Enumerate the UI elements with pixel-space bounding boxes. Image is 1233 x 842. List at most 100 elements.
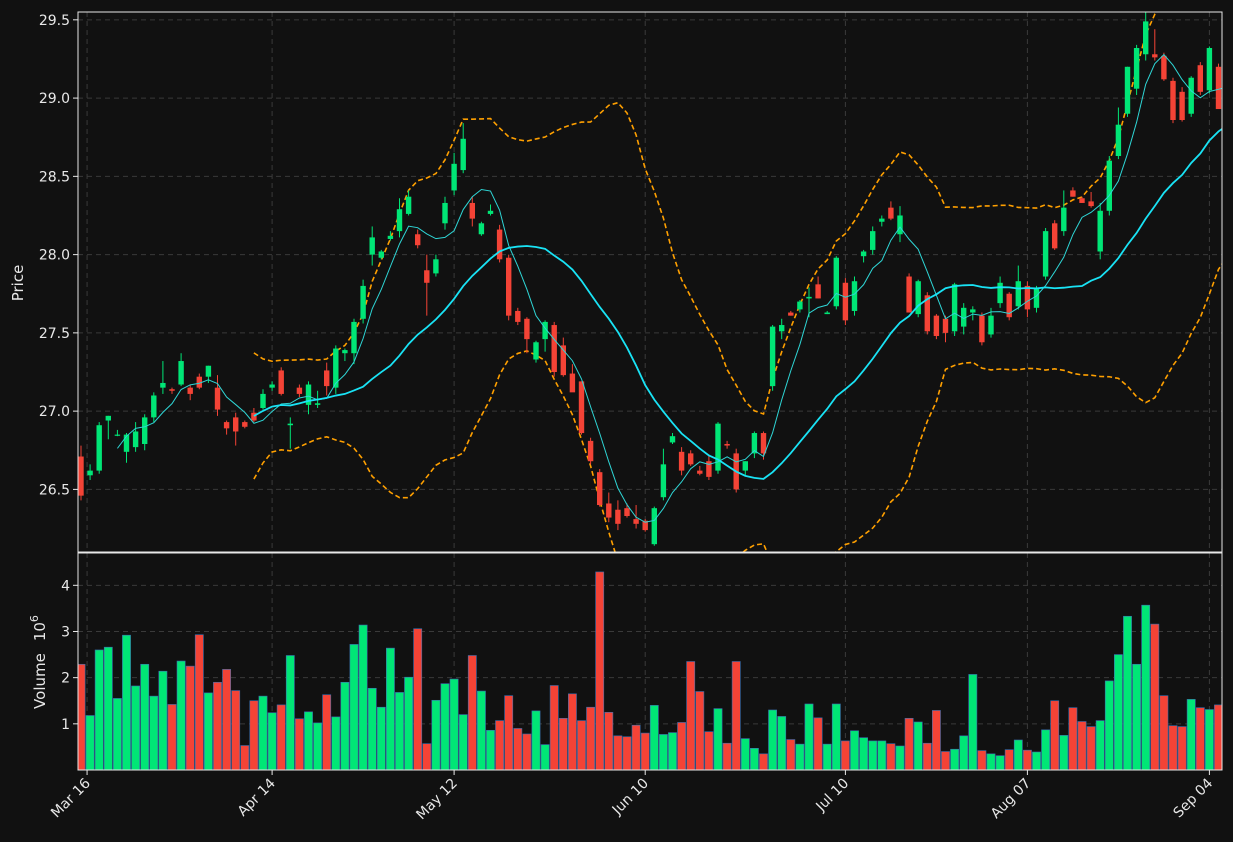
- candle: [496, 224, 503, 263]
- candle: [851, 276, 858, 316]
- volume-bar: [1114, 654, 1123, 770]
- candle: [378, 249, 384, 260]
- candle-body: [533, 342, 539, 360]
- candle-body: [860, 251, 867, 257]
- volume-bar: [113, 698, 122, 770]
- candle: [1124, 66, 1131, 117]
- candle-body: [1179, 91, 1185, 120]
- volume-bar: [267, 712, 277, 770]
- volume-bar: [686, 661, 696, 770]
- candle-body: [1088, 201, 1094, 207]
- volume-bar: [449, 678, 459, 770]
- candle: [433, 254, 439, 277]
- candle-body: [105, 415, 111, 421]
- volume-axes-frame: [77, 552, 1223, 771]
- volume-bar: [1086, 726, 1096, 770]
- candle-body: [1079, 198, 1085, 203]
- volume-bar: [376, 706, 386, 770]
- volume-bar: [759, 753, 768, 770]
- candle-body: [187, 387, 193, 394]
- volume-bar: [950, 748, 959, 770]
- candle-body: [487, 210, 494, 214]
- volume-bar: [85, 715, 95, 770]
- volume-bar: [677, 722, 686, 770]
- volume-bar: [922, 742, 932, 770]
- candle-body: [1070, 190, 1076, 197]
- volume-bar: [913, 721, 923, 770]
- candle-body: [242, 422, 248, 427]
- candle: [1215, 63, 1222, 110]
- candle-body: [178, 361, 184, 385]
- candle-body: [360, 285, 366, 319]
- candle: [1088, 192, 1094, 208]
- candle-body: [269, 384, 275, 388]
- volume-bar: [804, 703, 814, 770]
- candle-body: [779, 325, 785, 332]
- candle: [642, 519, 648, 532]
- price-tick-label: 29.5: [39, 13, 70, 29]
- volume-bar: [549, 685, 559, 770]
- volume-bar: [1214, 704, 1222, 770]
- candle-body: [1152, 54, 1158, 58]
- candle-body: [1024, 285, 1031, 310]
- candle: [651, 506, 657, 546]
- candle: [824, 310, 830, 315]
- candle: [260, 389, 266, 410]
- candle-body: [1106, 160, 1112, 211]
- volume-bar: [231, 690, 241, 770]
- candle: [369, 226, 375, 266]
- candle-body: [870, 231, 876, 250]
- candle-body: [142, 417, 148, 444]
- candle-body: [569, 373, 576, 393]
- volume-tick-label: 3: [61, 624, 70, 640]
- candle: [560, 337, 566, 377]
- volume-bar: [1132, 663, 1141, 770]
- candle: [1042, 228, 1049, 280]
- candle: [242, 420, 248, 429]
- volume-bar: [558, 717, 568, 770]
- candle-body: [1006, 293, 1012, 318]
- volume-bar: [740, 738, 750, 770]
- candle: [578, 381, 585, 435]
- volume-tick-label: 4: [61, 578, 70, 594]
- candle-body: [1170, 80, 1176, 120]
- candle-body: [697, 470, 703, 474]
- volume-bar: [467, 655, 477, 770]
- candle-body: [678, 451, 685, 471]
- volume-bar: [704, 731, 714, 770]
- volume-bar: [813, 717, 823, 770]
- candle: [123, 433, 130, 463]
- candle-body: [151, 395, 157, 418]
- volume-bar: [777, 716, 787, 770]
- candle: [997, 276, 1003, 308]
- candle: [1161, 52, 1167, 81]
- candle: [742, 461, 748, 476]
- candle: [606, 492, 612, 523]
- candle: [551, 321, 557, 377]
- candle: [178, 353, 184, 387]
- volume-bar: [1205, 709, 1214, 770]
- bollinger-upper-line: [253, 12, 1158, 416]
- volume-bar: [1159, 695, 1169, 770]
- volume-bar: [1059, 735, 1069, 770]
- candle-body: [688, 453, 694, 465]
- candle-body: [888, 207, 894, 219]
- volume-bar: [886, 743, 896, 770]
- volume-bar: [240, 745, 250, 770]
- candle-body: [132, 431, 139, 448]
- volume-unit-exponent: 6: [28, 615, 41, 622]
- volume-tick-label: 1: [61, 717, 70, 733]
- candle-body: [788, 312, 794, 316]
- volume-bar: [931, 710, 941, 770]
- candle-body: [988, 315, 994, 335]
- candle-body: [1115, 124, 1122, 156]
- candle: [788, 310, 794, 316]
- price-tick-label: 28.5: [39, 169, 70, 185]
- volume-bar: [959, 735, 969, 770]
- candle: [360, 279, 366, 324]
- candle: [415, 229, 421, 249]
- volume-axis-label-text: Volume: [31, 653, 49, 709]
- candle: [396, 198, 403, 238]
- candle-body: [715, 423, 721, 471]
- volume-bar: [385, 647, 395, 770]
